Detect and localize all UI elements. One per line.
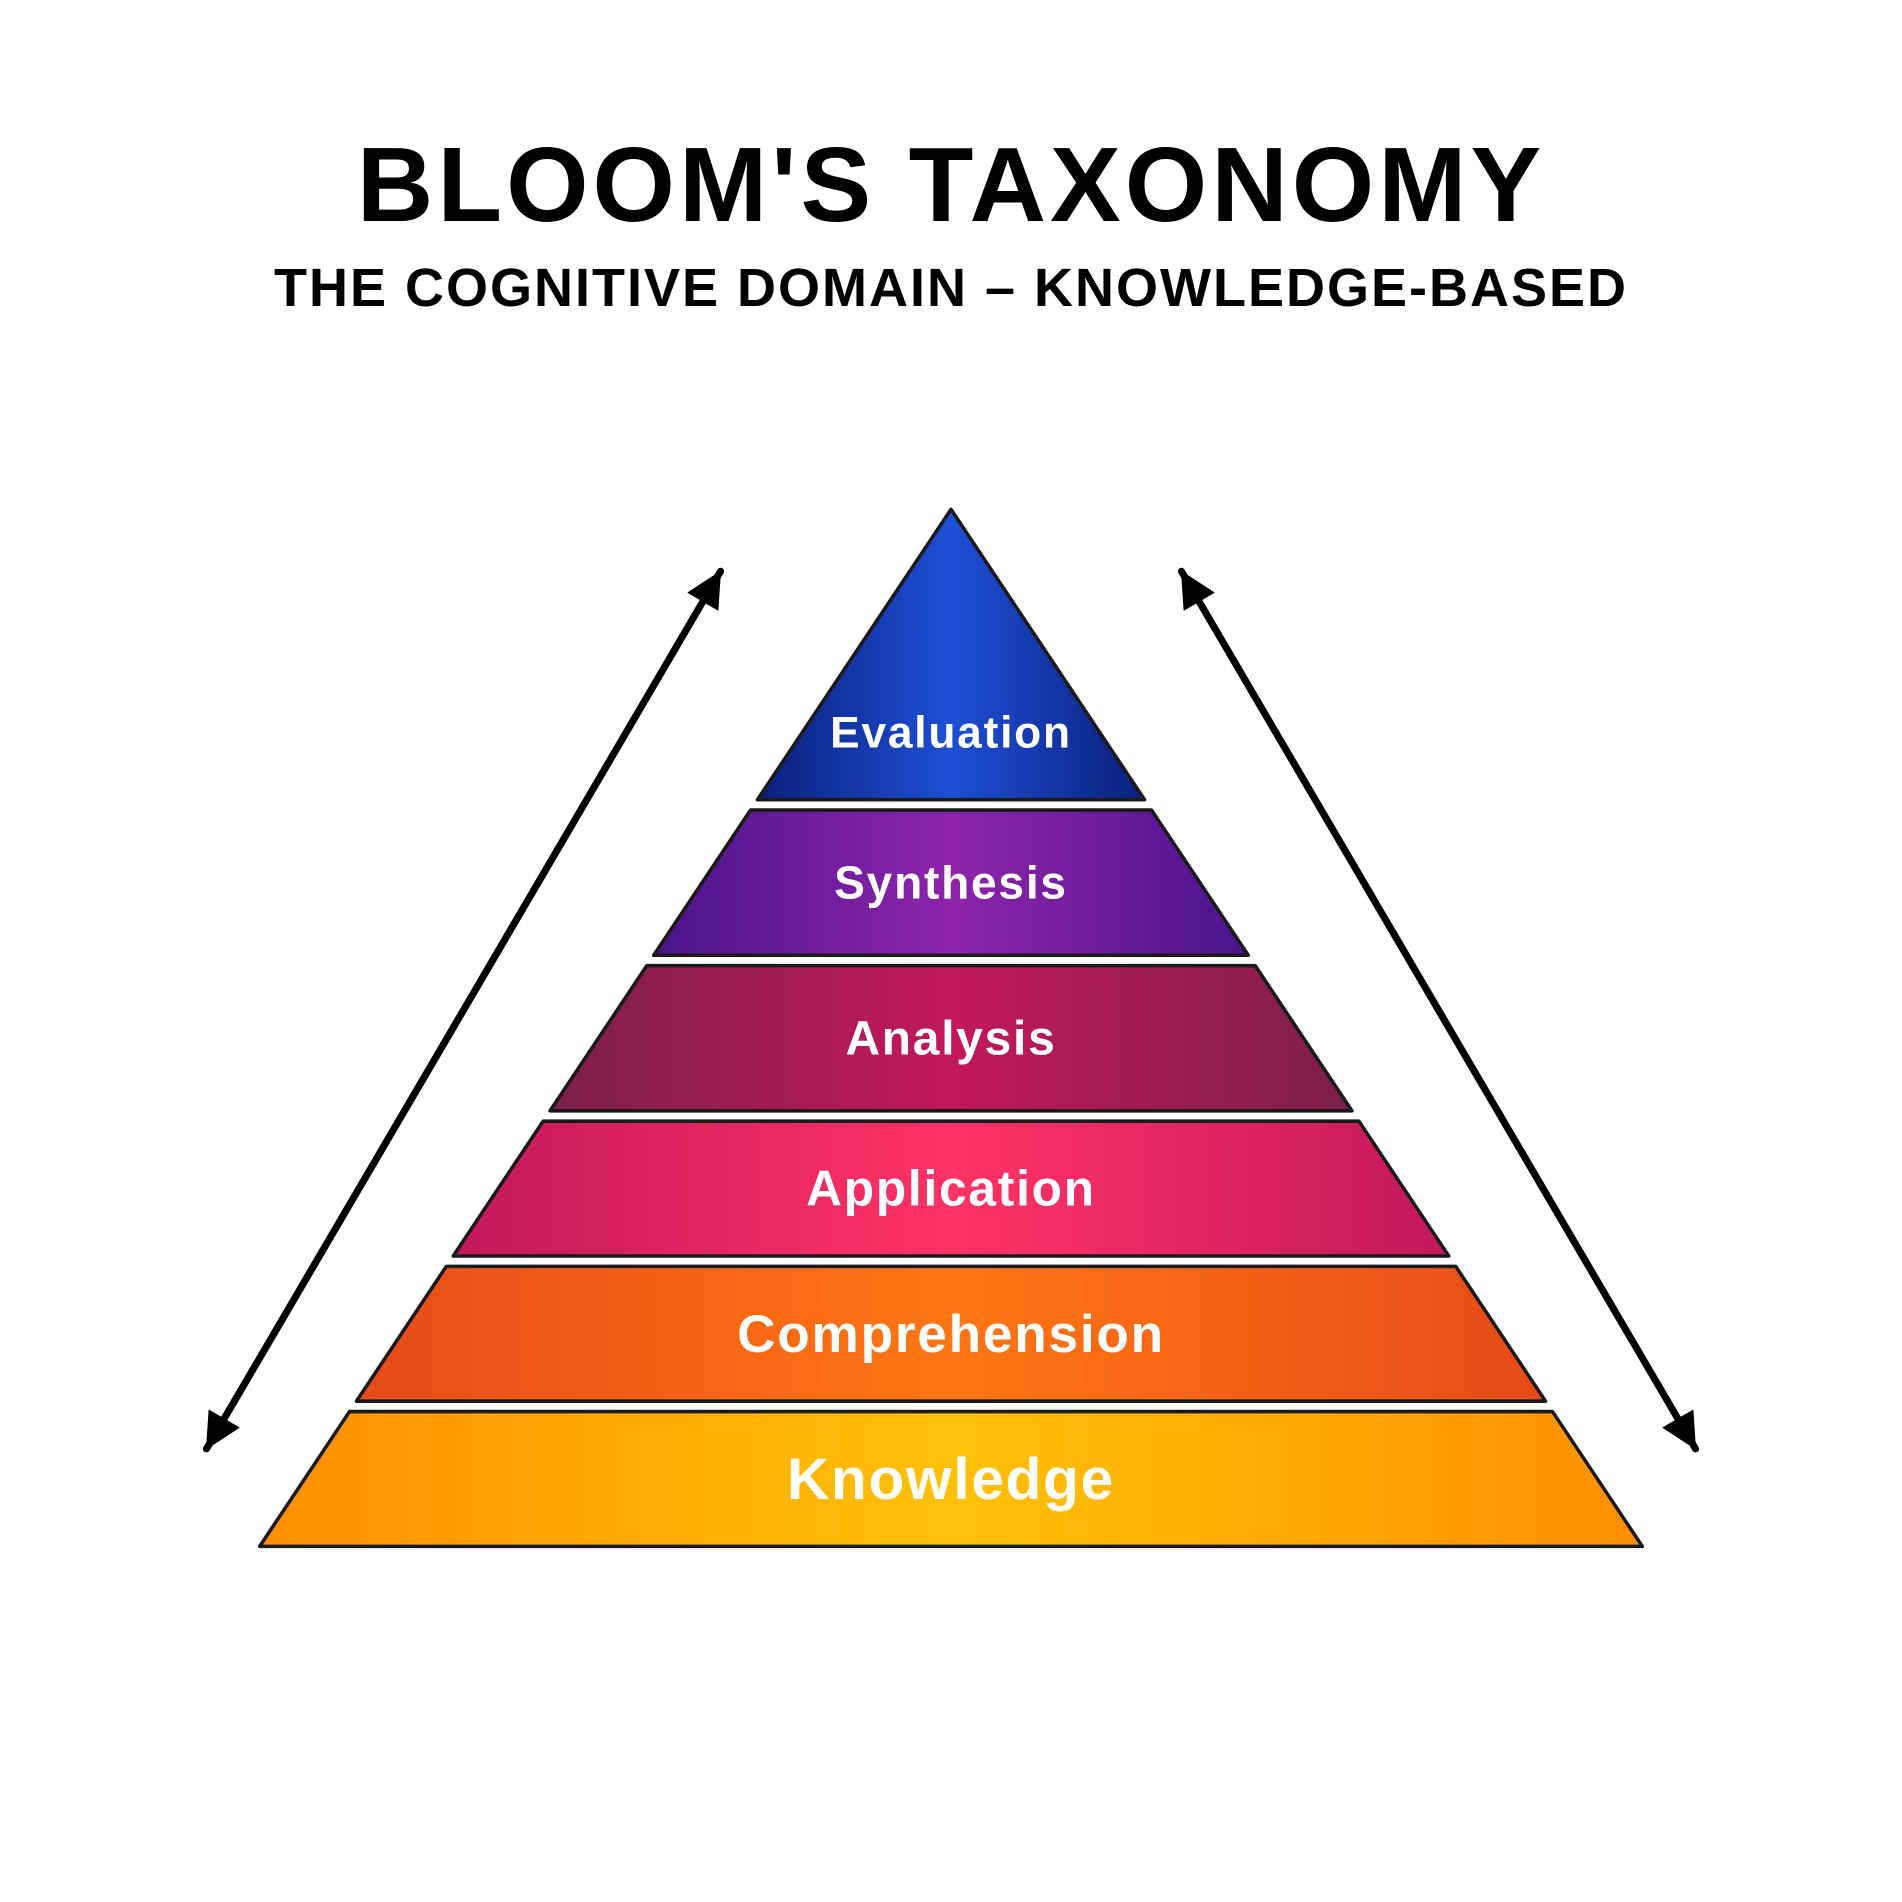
header: BLOOM'S TAXONOMY THE COGNITIVE DOMAIN – … — [0, 130, 1902, 319]
pyramid-label-synthesis: Synthesis — [834, 857, 1068, 909]
pyramid-label-evaluation: Evaluation — [830, 709, 1072, 758]
pyramid-label-comprehension: Comprehension — [737, 1305, 1165, 1364]
pyramid-label-knowledge: Knowledge — [787, 1447, 1115, 1512]
pyramid-levels: Evaluation Synthesis Analysis Application Co… — [260, 509, 1643, 1546]
infographic-stage: BLOOM'S TAXONOMY THE COGNITIVE DOMAIN – … — [0, 0, 1902, 1902]
main-title: BLOOM'S TAXONOMY — [0, 130, 1902, 241]
pyramid-label-application: Application — [806, 1161, 1096, 1217]
pyramid-container: Evaluation Synthesis Analysis Application Co… — [171, 430, 1731, 1670]
subtitle: THE COGNITIVE DOMAIN – KNOWLEDGE-BASED — [0, 259, 1902, 318]
pyramid-label-analysis: Analysis — [845, 1013, 1056, 1066]
pyramid-svg: Evaluation Synthesis Analysis Application Co… — [171, 430, 1731, 1670]
